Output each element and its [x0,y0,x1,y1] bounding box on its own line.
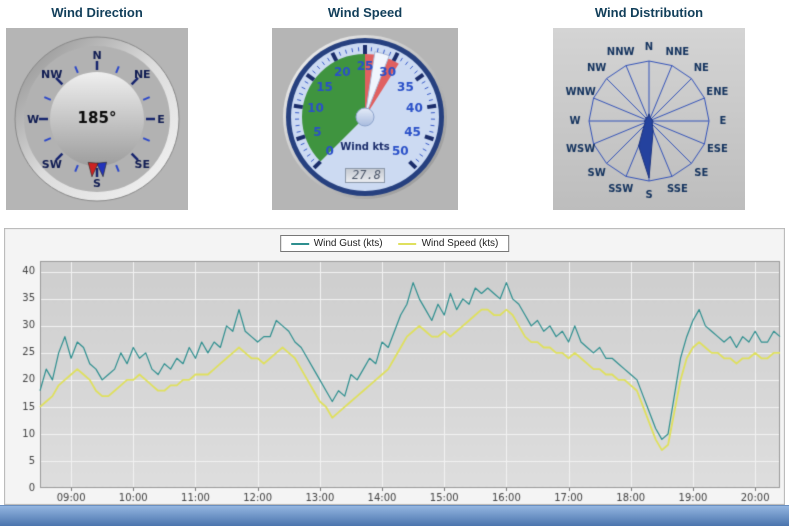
legend-item-wind-speed[interactable]: Wind Speed (kts) [398,238,499,249]
wind-direction-title: Wind Direction [51,5,143,20]
wind-trend-chart [4,228,785,505]
wind-direction-gauge [6,28,188,210]
footer-bar [0,505,789,526]
legend-label-wind-speed: Wind Speed (kts) [421,238,499,249]
chart-legend: Wind Gust (kts) Wind Speed (kts) [279,235,510,252]
wind-distribution-panel: Wind Distribution [553,2,745,210]
legend-label-wind-gust: Wind Gust (kts) [313,238,383,249]
wind-speed-line-swatch [398,242,417,245]
wind-distribution-chart [553,28,745,210]
wind-speed-panel: Wind Speed [272,2,458,210]
wind-trend-chart-panel: Wind Gust (kts) Wind Speed (kts) [4,228,785,505]
wind-distribution-title: Wind Distribution [594,5,704,20]
wind-direction-panel: Wind Direction [6,2,188,210]
wind-gust-line-swatch [290,242,309,245]
legend-item-wind-gust[interactable]: Wind Gust (kts) [290,238,383,249]
wind-speed-gauge [272,28,458,210]
wind-speed-title: Wind Speed [327,5,403,20]
